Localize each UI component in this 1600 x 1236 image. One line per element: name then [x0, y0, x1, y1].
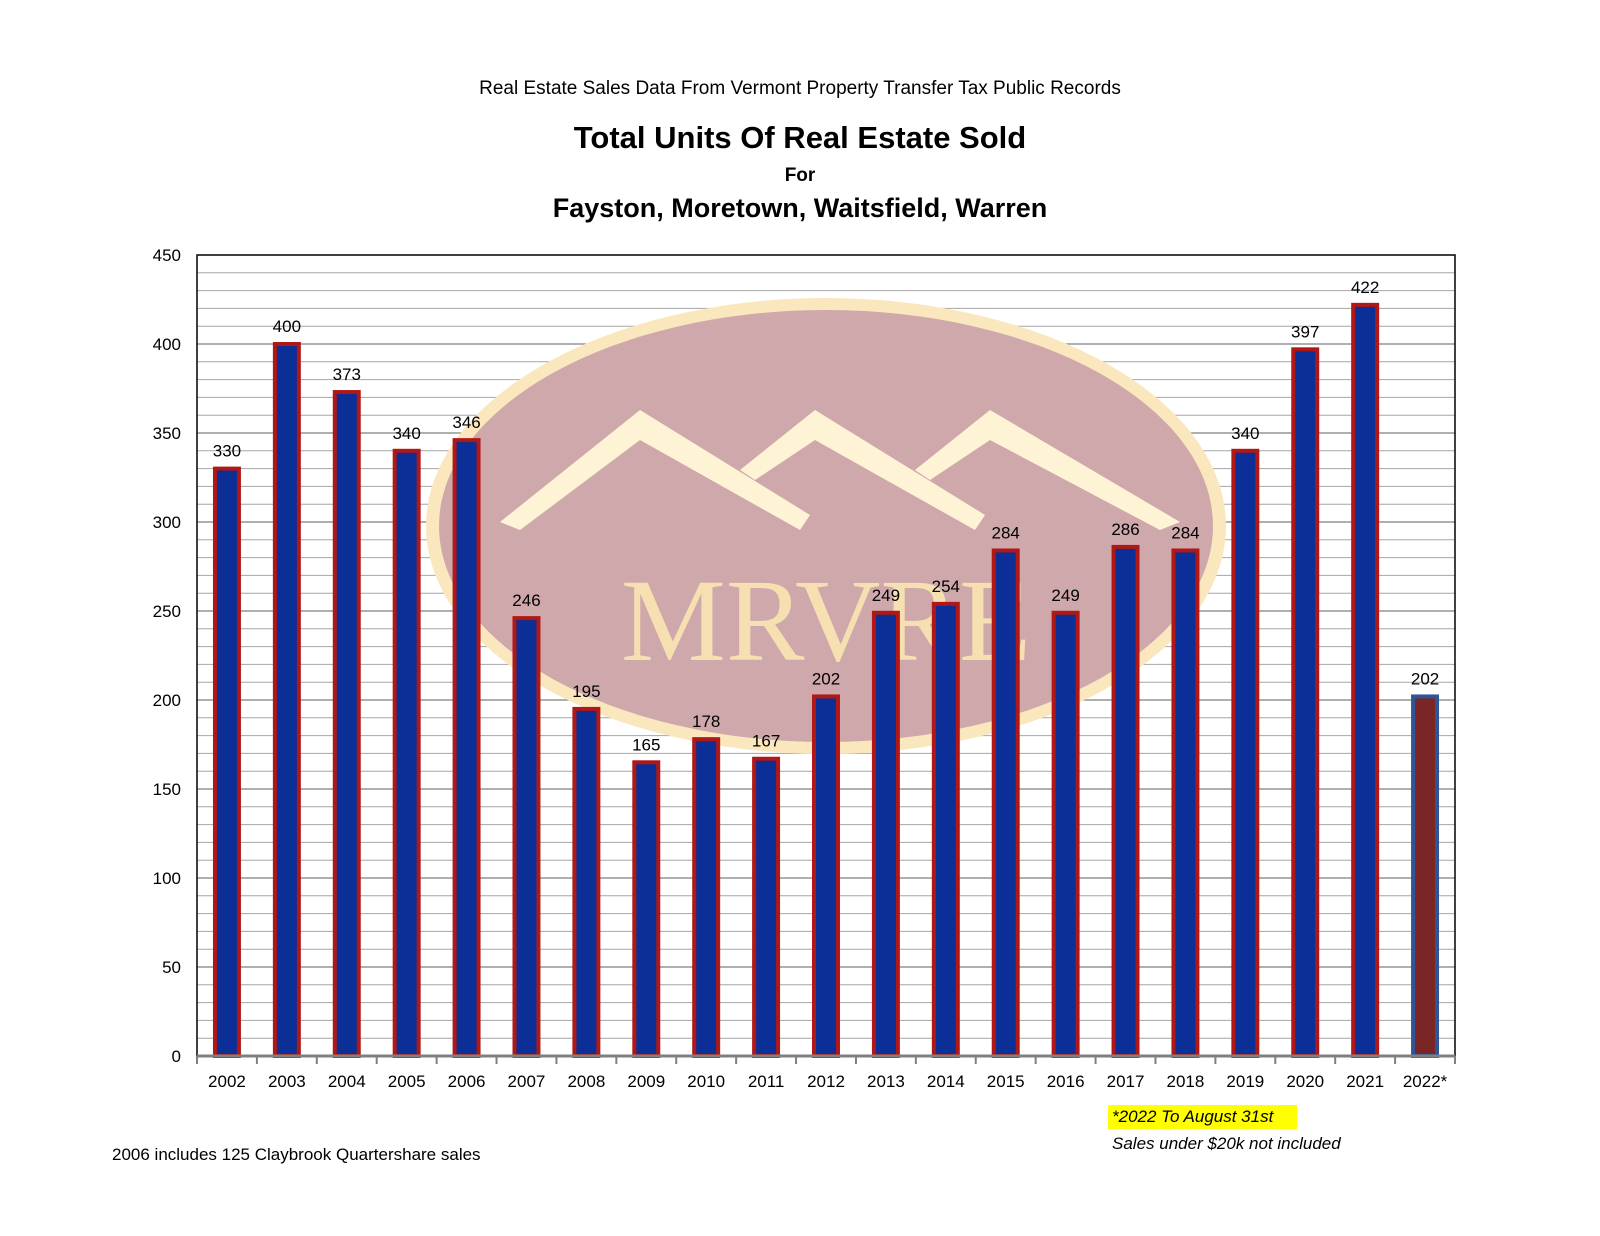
- x-tick-label: 2013: [867, 1072, 905, 1091]
- bar-2008: [572, 706, 601, 1059]
- bar-2013: [871, 610, 900, 1059]
- bar-2016: [1051, 610, 1080, 1059]
- chart-source-line: Real Estate Sales Data From Vermont Prop…: [479, 78, 1121, 99]
- x-tick-label: 2007: [508, 1072, 546, 1091]
- bar-2011: [752, 756, 781, 1058]
- x-tick-label: 2011: [748, 1072, 785, 1091]
- watermark-mountain-left: [500, 410, 810, 530]
- y-tick-label: 50: [162, 958, 181, 977]
- x-tick-label: 2019: [1226, 1072, 1264, 1091]
- bar-2003: [272, 342, 301, 1058]
- bar-2004: [332, 390, 361, 1058]
- x-tick-label: 2014: [927, 1072, 965, 1091]
- y-tick-label: 350: [153, 424, 181, 443]
- y-tick-label: 200: [153, 691, 181, 710]
- data-label: 202: [1411, 669, 1439, 688]
- bar-2015: [991, 548, 1020, 1058]
- chart-subtitle: Fayston, Moretown, Waitsfield, Warren: [552, 193, 1048, 223]
- y-tick-label: 0: [172, 1047, 181, 1066]
- bar-2020: [1291, 347, 1320, 1058]
- y-tick-label: 100: [153, 869, 181, 888]
- x-tick-label: 2021: [1346, 1072, 1384, 1091]
- data-label: 397: [1291, 322, 1319, 341]
- x-tick-label: 2009: [627, 1072, 665, 1091]
- y-tick-label: 150: [153, 780, 181, 799]
- data-label: 284: [992, 523, 1020, 542]
- data-label: 249: [1051, 586, 1079, 605]
- x-tick-label: 2020: [1286, 1072, 1324, 1091]
- bar-2006: [452, 438, 481, 1058]
- x-tick-label: 2012: [807, 1072, 845, 1091]
- bar-2021: [1351, 302, 1380, 1058]
- chart-for-label: For: [784, 165, 816, 186]
- chart-title: Total Units Of Real Estate Sold: [573, 120, 1027, 155]
- x-tick-label: 2016: [1047, 1072, 1085, 1091]
- bar-2017: [1111, 544, 1140, 1058]
- x-tick-label: 2003: [268, 1072, 306, 1091]
- footnote-2006: 2006 includes 125 Claybrook Quartershare…: [112, 1145, 481, 1164]
- watermark-mountain-middle: [740, 410, 985, 530]
- data-label: 167: [752, 732, 780, 751]
- axes: 2002 2003 2004 2005 2006 2007 2008 2009 2010 2011…: [153, 246, 1456, 1091]
- data-label: 422: [1351, 278, 1379, 297]
- x-tick-label: 2022*: [1403, 1072, 1448, 1091]
- bar-2019: [1231, 448, 1260, 1058]
- data-label: 195: [572, 682, 600, 701]
- y-tick-label: 400: [153, 335, 181, 354]
- bar-2014: [931, 601, 960, 1058]
- x-tick-label: 2018: [1167, 1072, 1205, 1091]
- data-label: 340: [392, 424, 420, 443]
- footnote-2022-period: *2022 To August 31st: [1108, 1105, 1298, 1129]
- x-tick-label: 2002: [208, 1072, 246, 1091]
- data-label: 286: [1111, 520, 1139, 539]
- x-tick-label: 2004: [328, 1072, 366, 1091]
- bar-2009: [632, 760, 661, 1058]
- x-tick-label: 2006: [448, 1072, 486, 1091]
- data-label: 346: [452, 413, 480, 432]
- x-tick-label: 2015: [987, 1072, 1025, 1091]
- watermark-text: MRVRE: [621, 555, 1031, 686]
- y-tick-label: 250: [153, 602, 181, 621]
- data-label: 340: [1231, 424, 1259, 443]
- data-label: 330: [213, 442, 241, 461]
- x-tick-label: 2005: [388, 1072, 426, 1091]
- bar-2022: [1411, 694, 1440, 1058]
- bar-2005: [392, 448, 421, 1058]
- bar-2018: [1171, 548, 1200, 1058]
- data-label: 202: [812, 669, 840, 688]
- bar-2002: [212, 466, 241, 1059]
- watermark-mountain-right: [915, 410, 1180, 530]
- data-label: 373: [333, 365, 361, 384]
- data-label: 178: [692, 712, 720, 731]
- data-label: 400: [273, 317, 301, 336]
- x-tick-label: 2017: [1107, 1072, 1145, 1091]
- bar-2012: [812, 694, 840, 1058]
- data-label: 284: [1171, 523, 1199, 542]
- bar-2007: [512, 616, 541, 1058]
- data-label: 165: [632, 735, 660, 754]
- data-label: 254: [932, 577, 960, 596]
- x-tick-label: 2008: [567, 1072, 605, 1091]
- y-tick-label: 300: [153, 513, 181, 532]
- bar-2010: [692, 737, 721, 1058]
- y-tick-label: 450: [153, 246, 181, 265]
- data-label: 246: [512, 591, 540, 610]
- footnote-sales-threshold: Sales under $20k not included: [1112, 1134, 1341, 1153]
- data-label: 249: [872, 586, 900, 605]
- x-tick-label: 2010: [687, 1072, 725, 1091]
- data-labels: 330 400 373 340 346 246 195 165 178 167 202 249 254 2…: [213, 278, 1439, 754]
